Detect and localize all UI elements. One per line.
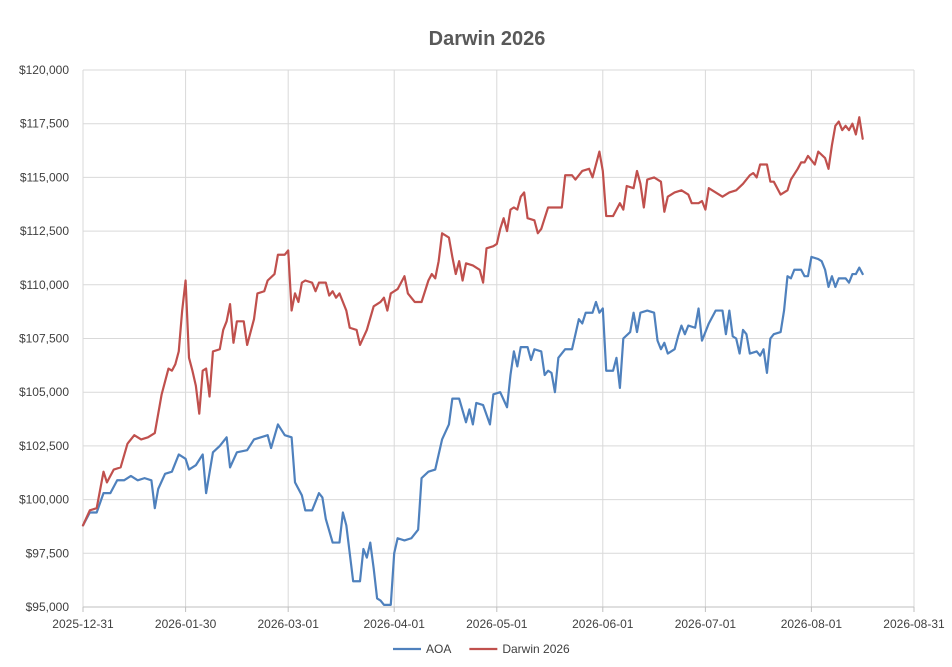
x-tick-label: 2026-01-30 bbox=[155, 617, 217, 631]
x-tick-label: 2026-05-01 bbox=[466, 617, 528, 631]
y-tick-label: $102,500 bbox=[19, 439, 69, 453]
y-tick-label: $97,500 bbox=[26, 546, 70, 560]
x-tick-label: 2026-08-01 bbox=[781, 617, 843, 631]
series-line-1 bbox=[81, 116, 864, 527]
y-tick-label: $117,500 bbox=[20, 117, 69, 131]
x-tick-label: 2026-03-01 bbox=[257, 617, 319, 631]
legend-label-1: Darwin 2026 bbox=[502, 642, 570, 656]
y-tick-label: $120,000 bbox=[19, 63, 69, 77]
x-tick-label: 2026-04-01 bbox=[364, 617, 426, 631]
axes: $95,000 $97,500 $100,000 $102,500 $105,000 $1… bbox=[19, 63, 945, 631]
y-tick-label: $105,000 bbox=[19, 385, 69, 399]
y-tick-label: $115,000 bbox=[20, 170, 69, 184]
x-tick-label: 2025-12-31 bbox=[52, 617, 114, 631]
y-tick-label: $107,500 bbox=[19, 332, 69, 346]
chart-title: Darwin 2026 bbox=[429, 28, 546, 50]
series-lines bbox=[81, 116, 864, 606]
x-tick-label: 2026-08-31 bbox=[883, 617, 945, 631]
y-tick-label: $112,500 bbox=[20, 224, 69, 238]
x-tick-label: 2026-07-01 bbox=[675, 617, 737, 631]
x-tick-label: 2026-06-01 bbox=[572, 617, 634, 631]
series-line-0 bbox=[81, 255, 864, 606]
legend: AOA Darwin 2026 bbox=[393, 642, 570, 656]
y-tick-label: $100,000 bbox=[19, 493, 69, 507]
y-tick-label: $110,000 bbox=[20, 278, 69, 292]
y-tick-label: $95,000 bbox=[26, 600, 70, 614]
legend-label-0: AOA bbox=[426, 642, 451, 656]
